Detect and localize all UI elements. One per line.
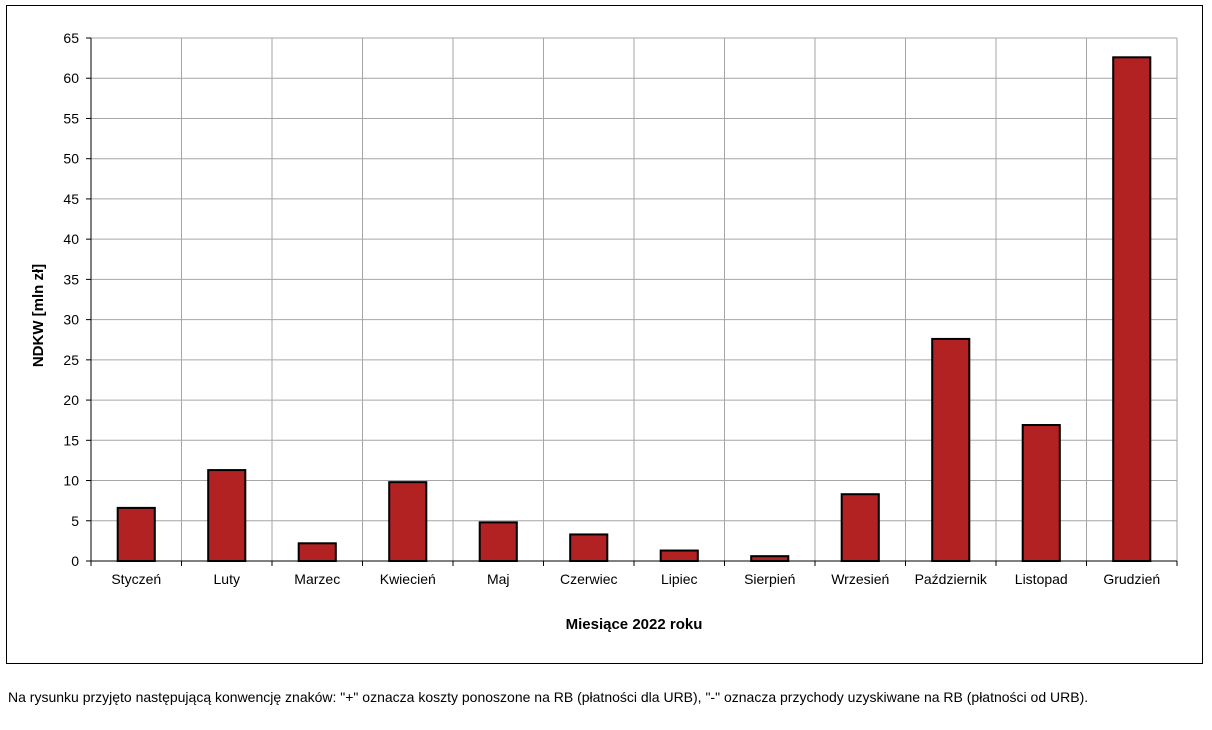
x-tick-label: Kwiecień — [380, 571, 436, 587]
x-tick-label: Marzec — [294, 571, 340, 587]
bar-5 — [478, 521, 518, 563]
bar-chart: 0 5 10 15 20 25 30 35 40 45 50 55 60 65 Styczeń Luty Mar… — [30, 30, 1178, 633]
bar-8 — [750, 555, 790, 562]
x-tick-label: Grudzień — [1103, 571, 1160, 587]
x-tick-label: Sierpień — [744, 571, 795, 587]
y-tick-label: 40 — [63, 231, 79, 247]
y-tick-label: 20 — [63, 392, 79, 408]
bar-6 — [569, 533, 609, 562]
x-tick-label: Luty — [214, 571, 240, 587]
y-tick-label: 35 — [63, 271, 79, 287]
y-tick-label: 30 — [63, 312, 79, 328]
x-tick-label: Wrzesień — [831, 571, 889, 587]
y-tick-label: 5 — [71, 513, 79, 529]
bar-3 — [297, 542, 337, 562]
x-tick-label: Styczeń — [111, 571, 161, 587]
y-tick-label: 60 — [63, 70, 79, 86]
bar-1 — [116, 506, 156, 562]
bar-4 — [388, 481, 428, 563]
bar-12 — [1112, 56, 1152, 563]
y-tick-label: 15 — [63, 432, 79, 448]
y-tick-label: 55 — [63, 110, 79, 126]
bar-2 — [207, 469, 247, 562]
y-tick-label: 65 — [63, 30, 79, 46]
y-tick-label: 25 — [63, 352, 79, 368]
x-tick-label: Maj — [487, 571, 510, 587]
y-axis-title: NDKW [mln zł] — [30, 264, 47, 367]
y-tick-label: 50 — [63, 151, 79, 167]
x-axis-title: Miesiące 2022 roku — [566, 616, 703, 633]
bar-7 — [659, 549, 699, 562]
y-tick-label: 0 — [71, 553, 79, 569]
y-tick-label: 10 — [63, 473, 79, 489]
footnote: Na rysunku przyjęto następującą konwencj… — [8, 689, 1089, 705]
x-tick-label: Lipiec — [661, 571, 698, 587]
x-tick-label: Listopad — [1015, 571, 1068, 587]
bar-10 — [931, 337, 971, 562]
x-tick-label: Czerwiec — [560, 571, 618, 587]
bar-9 — [840, 493, 880, 562]
x-tick-label: Październik — [915, 571, 988, 587]
y-tick-label: 45 — [63, 191, 79, 207]
chart-frame: 0 5 10 15 20 25 30 35 40 45 50 55 60 65 Styczeń Luty Mar… — [6, 5, 1203, 664]
bar-11 — [1021, 424, 1061, 562]
